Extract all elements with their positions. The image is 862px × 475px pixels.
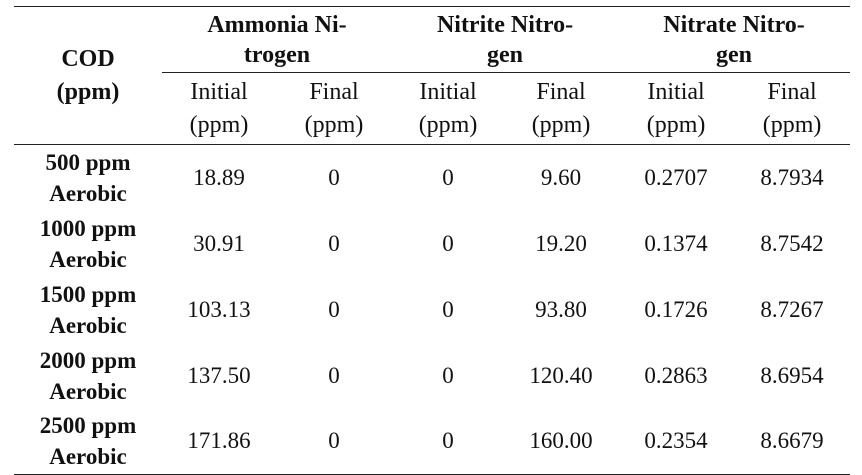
subheader-ammonia-final: Final (ppm)	[276, 72, 393, 145]
table-header: COD (ppm) Ammonia Ni- trogen Nitrite Nit…	[14, 6, 851, 145]
value-cell: 9.60	[540, 164, 582, 190]
subheader-line: Final	[767, 78, 817, 105]
subheader-nitrate-final: Final (ppm)	[734, 72, 851, 145]
value-cell: 0	[442, 230, 454, 256]
subheader-nitrate-initial: Initial (ppm)	[618, 72, 735, 145]
table-body: 500 ppm Aerobic 18.89 0 0 9.60 0.2707 8.…	[14, 145, 851, 475]
subheader-line: Final	[309, 78, 359, 105]
group-header-line: gen	[487, 41, 524, 68]
value-cell: 0	[442, 362, 454, 388]
value-cell: 0	[328, 296, 340, 322]
group-header-nitrite: Nitrite Nitro- gen	[392, 6, 619, 73]
value-cell: 8.7267	[760, 296, 824, 322]
group-header-ammonia: Ammonia Ni- trogen	[162, 6, 393, 73]
subheader-line: (ppm)	[531, 111, 591, 138]
subheader-line: Initial	[647, 78, 705, 105]
corner-header-line: COD	[61, 45, 115, 72]
row-label-cell: 500 ppm Aerobic	[14, 145, 162, 211]
value-cell: 8.7542	[760, 230, 824, 256]
row-label-line: Aerobic	[49, 246, 127, 272]
value-cell: 8.6679	[734, 408, 851, 475]
row-label-line: 1500 ppm	[39, 281, 137, 307]
subheader-nitrite-initial: Initial (ppm)	[392, 72, 505, 145]
value-cell: 18.89	[193, 164, 245, 190]
subheader-line: (ppm)	[304, 111, 364, 138]
table-row: 1000 ppm Aerobic 30.91 0 0 19.20 0.1374 …	[14, 211, 850, 277]
row-label-cell: 1500 ppm Aerobic	[14, 277, 162, 343]
value-cell: 0	[442, 296, 454, 322]
value-cell: 93.80	[535, 296, 587, 322]
row-label-cell: 2500 ppm Aerobic	[14, 408, 162, 475]
row-label-line: 500 ppm	[45, 149, 131, 175]
value-cell: 0	[328, 362, 340, 388]
value-cell: 0.2863	[644, 362, 708, 388]
subheader-line: (ppm)	[646, 111, 706, 138]
value-cell: 0.1374	[644, 230, 708, 256]
value-cell: 0.1726	[644, 296, 708, 322]
table-row: 1500 ppm Aerobic 103.13 0 0 93.80 0.1726…	[14, 277, 850, 343]
table-row: 2500 ppm Aerobic 171.86 0 0 160.00 0.235…	[14, 408, 851, 475]
value-cell: 30.91	[193, 230, 245, 256]
row-label-line: Aerobic	[49, 378, 127, 404]
row-label-cell: 1000 ppm Aerobic	[14, 211, 162, 277]
group-header-line: Nitrate Nitro-	[663, 11, 805, 38]
subheader-line: (ppm)	[418, 111, 478, 138]
value-cell: 0	[392, 408, 505, 475]
row-label-cell: 2000 ppm Aerobic	[14, 343, 162, 409]
value-cell: 8.7934	[760, 164, 824, 190]
corner-header-line: (ppm)	[56, 78, 120, 105]
group-header-nitrate: Nitrate Nitro- gen	[618, 6, 851, 73]
group-header-line: Nitrite Nitro-	[436, 11, 574, 38]
row-label-line: 1000 ppm	[39, 215, 137, 241]
data-table: COD (ppm) Ammonia Ni- trogen Nitrite Nit…	[14, 6, 851, 475]
table-row: 2000 ppm Aerobic 137.50 0 0 120.40 0.286…	[14, 343, 850, 409]
value-cell: 103.13	[187, 296, 251, 322]
row-label-line: 2000 ppm	[39, 347, 137, 373]
subheader-line: Initial	[190, 78, 248, 105]
value-cell: 120.40	[529, 362, 593, 388]
value-cell: 0.2354	[618, 408, 735, 475]
table-row: 500 ppm Aerobic 18.89 0 0 9.60 0.2707 8.…	[14, 145, 850, 211]
value-cell: 0	[276, 408, 393, 475]
value-cell: 0	[328, 230, 340, 256]
value-cell: 8.6954	[760, 362, 824, 388]
value-cell: 160.00	[504, 408, 619, 475]
subheader-ammonia-initial: Initial (ppm)	[162, 72, 276, 145]
value-cell: 0	[328, 164, 340, 190]
corner-header-cell: COD (ppm)	[14, 6, 162, 145]
group-header-line: Ammonia Ni-	[207, 11, 347, 38]
row-label-line: Aerobic	[49, 444, 127, 470]
row-label-line: Aerobic	[49, 180, 127, 206]
value-cell: 19.20	[535, 230, 587, 256]
subheader-line: Initial	[419, 78, 477, 105]
value-cell: 137.50	[187, 362, 251, 388]
subheader-line: Final	[536, 78, 586, 105]
subheader-line: (ppm)	[189, 111, 249, 138]
group-header-line: trogen	[243, 41, 311, 68]
value-cell: 0	[442, 164, 454, 190]
value-cell: 0.2707	[644, 164, 708, 190]
group-header-line: gen	[716, 41, 753, 68]
row-label-line: Aerobic	[49, 312, 127, 338]
subheader-line: (ppm)	[762, 111, 822, 138]
row-label-line: 2500 ppm	[39, 413, 137, 439]
value-cell: 171.86	[162, 408, 276, 475]
subheader-nitrite-final: Final (ppm)	[504, 72, 619, 145]
